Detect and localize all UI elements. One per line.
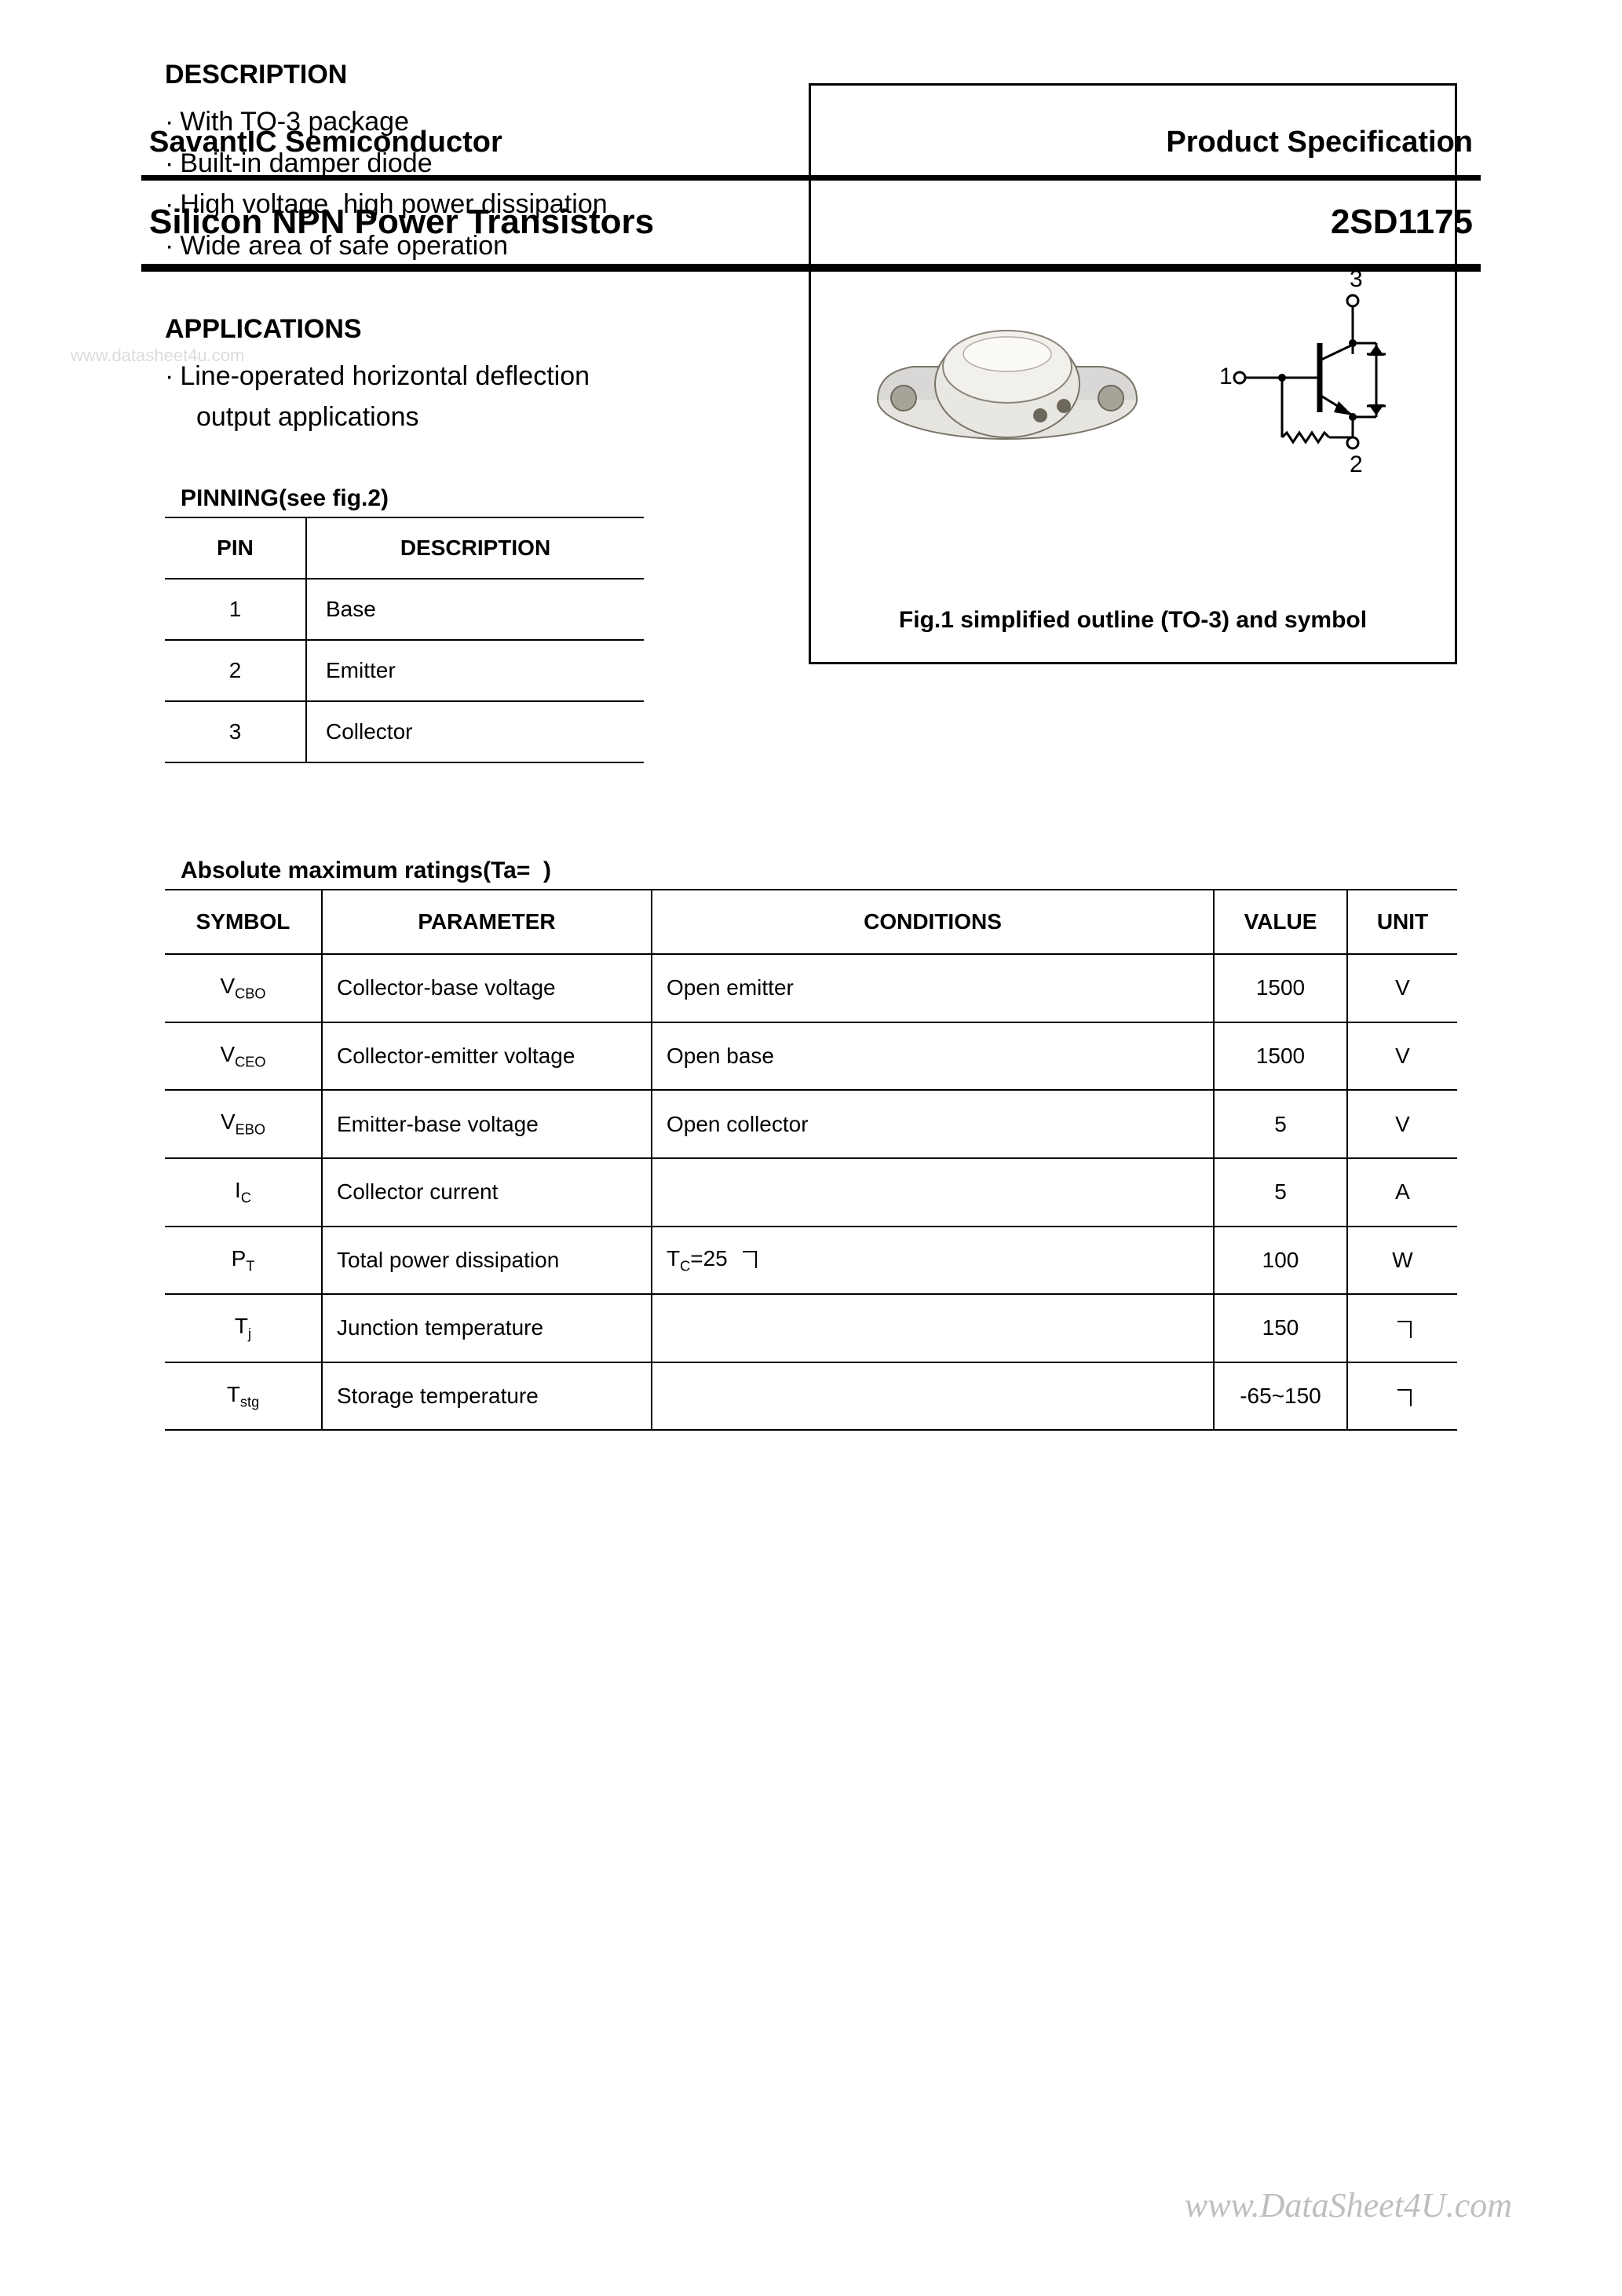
watermark-bottom-right: www.DataSheet4U.com bbox=[1185, 2185, 1512, 2225]
ratings-section: Absolute maximum ratings(Ta= ) SYMBOL PA… bbox=[165, 857, 1457, 1431]
ratings-row: PTTotal power dissipationTC=25 100W bbox=[165, 1227, 1457, 1295]
ratings-parameter: Collector-emitter voltage bbox=[322, 1022, 652, 1091]
pinning-row: 1 Base bbox=[165, 579, 644, 640]
ratings-value: -65~150 bbox=[1214, 1362, 1347, 1431]
pinning-desc: Base bbox=[306, 579, 644, 640]
left-column: DESCRIPTION With TO-3 package Built-in d… bbox=[165, 60, 746, 763]
watermark-top-left: www.datasheet4u.com bbox=[71, 345, 244, 366]
ratings-row: TstgStorage temperature -65~150 bbox=[165, 1362, 1457, 1431]
ratings-col-conditions: CONDITIONS bbox=[652, 890, 1214, 954]
ratings-conditions: Open emitter bbox=[652, 954, 1214, 1022]
pinning-header-row: PIN DESCRIPTION bbox=[165, 517, 644, 579]
ratings-conditions bbox=[652, 1362, 1214, 1431]
ratings-parameter: Junction temperature bbox=[322, 1294, 652, 1362]
pinning-row: 3 Collector bbox=[165, 701, 644, 762]
description-list: With TO-3 package Built-in damper diode … bbox=[165, 101, 746, 267]
description-item: High voltage ,high power dissipation bbox=[165, 184, 746, 225]
pin1-label: 1 bbox=[1219, 364, 1233, 389]
pinning-heading: PINNING(see fig.2) bbox=[165, 485, 746, 512]
ratings-parameter: Emitter-base voltage bbox=[322, 1090, 652, 1158]
description-item: With TO-3 package bbox=[165, 101, 746, 143]
ratings-header-row: SYMBOL PARAMETER CONDITIONS VALUE UNIT bbox=[165, 890, 1457, 954]
two-column-layout: DESCRIPTION With TO-3 package Built-in d… bbox=[165, 60, 1457, 763]
ratings-unit bbox=[1347, 1294, 1457, 1362]
transistor-symbol-icon: 3 1 bbox=[1196, 266, 1400, 502]
pinning-desc: Collector bbox=[306, 701, 644, 762]
ratings-value: 150 bbox=[1214, 1294, 1347, 1362]
ratings-parameter: Collector current bbox=[322, 1158, 652, 1227]
applications-heading: APPLICATIONS bbox=[165, 314, 746, 345]
ratings-value: 100 bbox=[1214, 1227, 1347, 1295]
pin3-label: 3 bbox=[1350, 266, 1363, 292]
page: www.datasheet4u.com SavantIC Semiconduct… bbox=[0, 0, 1622, 2296]
description-heading: DESCRIPTION bbox=[165, 60, 746, 90]
ratings-symbol: VEBO bbox=[165, 1090, 322, 1158]
pinning-col-desc: DESCRIPTION bbox=[306, 517, 644, 579]
ratings-unit: A bbox=[1347, 1158, 1457, 1227]
description-item: Wide area of safe operation bbox=[165, 225, 746, 267]
ratings-symbol: PT bbox=[165, 1227, 322, 1295]
content: DESCRIPTION With TO-3 package Built-in d… bbox=[141, 60, 1481, 1431]
ratings-conditions: Open base bbox=[652, 1022, 1214, 1091]
ratings-row: VCBOCollector-base voltageOpen emitter15… bbox=[165, 954, 1457, 1022]
ratings-heading: Absolute maximum ratings(Ta= ) bbox=[165, 857, 1457, 884]
ratings-value: 1500 bbox=[1214, 954, 1347, 1022]
ratings-symbol: IC bbox=[165, 1158, 322, 1227]
ratings-col-parameter: PARAMETER bbox=[322, 890, 652, 954]
ratings-value: 5 bbox=[1214, 1090, 1347, 1158]
ratings-conditions bbox=[652, 1294, 1214, 1362]
figure-caption: Fig.1 simplified outline (TO-3) and symb… bbox=[811, 607, 1455, 634]
ratings-parameter: Storage temperature bbox=[322, 1362, 652, 1431]
figure-box: 3 1 bbox=[809, 83, 1457, 664]
ratings-unit: V bbox=[1347, 1022, 1457, 1091]
pinning-col-pin: PIN bbox=[165, 517, 306, 579]
to3-package-icon bbox=[866, 305, 1149, 462]
ratings-col-symbol: SYMBOL bbox=[165, 890, 322, 954]
ratings-conditions bbox=[652, 1158, 1214, 1227]
ratings-symbol: Tstg bbox=[165, 1362, 322, 1431]
pinning-pin: 3 bbox=[165, 701, 306, 762]
ratings-unit: V bbox=[1347, 954, 1457, 1022]
ratings-unit: V bbox=[1347, 1090, 1457, 1158]
ratings-row: ICCollector current 5A bbox=[165, 1158, 1457, 1227]
applications-item: output applications bbox=[165, 397, 746, 438]
ratings-symbol: VCEO bbox=[165, 1022, 322, 1091]
applications-list: Line-operated horizontal deflection outp… bbox=[165, 356, 746, 438]
applications-item: Line-operated horizontal deflection bbox=[165, 356, 746, 397]
ratings-col-value: VALUE bbox=[1214, 890, 1347, 954]
ratings-row: VEBOEmitter-base voltageOpen collector5V bbox=[165, 1090, 1457, 1158]
pinning-table: PIN DESCRIPTION 1 Base 2 Emitter 3 Colle… bbox=[165, 517, 644, 763]
ratings-value: 5 bbox=[1214, 1158, 1347, 1227]
ratings-conditions: Open collector bbox=[652, 1090, 1214, 1158]
pin2-label: 2 bbox=[1350, 452, 1363, 477]
ratings-value: 1500 bbox=[1214, 1022, 1347, 1091]
ratings-conditions: TC=25 bbox=[652, 1227, 1214, 1295]
ratings-row: TjJunction temperature 150 bbox=[165, 1294, 1457, 1362]
ratings-col-unit: UNIT bbox=[1347, 890, 1457, 954]
pinning-desc: Emitter bbox=[306, 640, 644, 701]
pinning-pin: 1 bbox=[165, 579, 306, 640]
ratings-parameter: Total power dissipation bbox=[322, 1227, 652, 1295]
ratings-symbol: Tj bbox=[165, 1294, 322, 1362]
ratings-unit bbox=[1347, 1362, 1457, 1431]
ratings-unit: W bbox=[1347, 1227, 1457, 1295]
ratings-symbol: VCBO bbox=[165, 954, 322, 1022]
figure-content: 3 1 bbox=[811, 266, 1455, 502]
ratings-parameter: Collector-base voltage bbox=[322, 954, 652, 1022]
pinning-pin: 2 bbox=[165, 640, 306, 701]
ratings-table: SYMBOL PARAMETER CONDITIONS VALUE UNIT V… bbox=[165, 889, 1457, 1431]
ratings-row: VCEOCollector-emitter voltageOpen base15… bbox=[165, 1022, 1457, 1091]
pinning-row: 2 Emitter bbox=[165, 640, 644, 701]
description-item: Built-in damper diode bbox=[165, 143, 746, 185]
